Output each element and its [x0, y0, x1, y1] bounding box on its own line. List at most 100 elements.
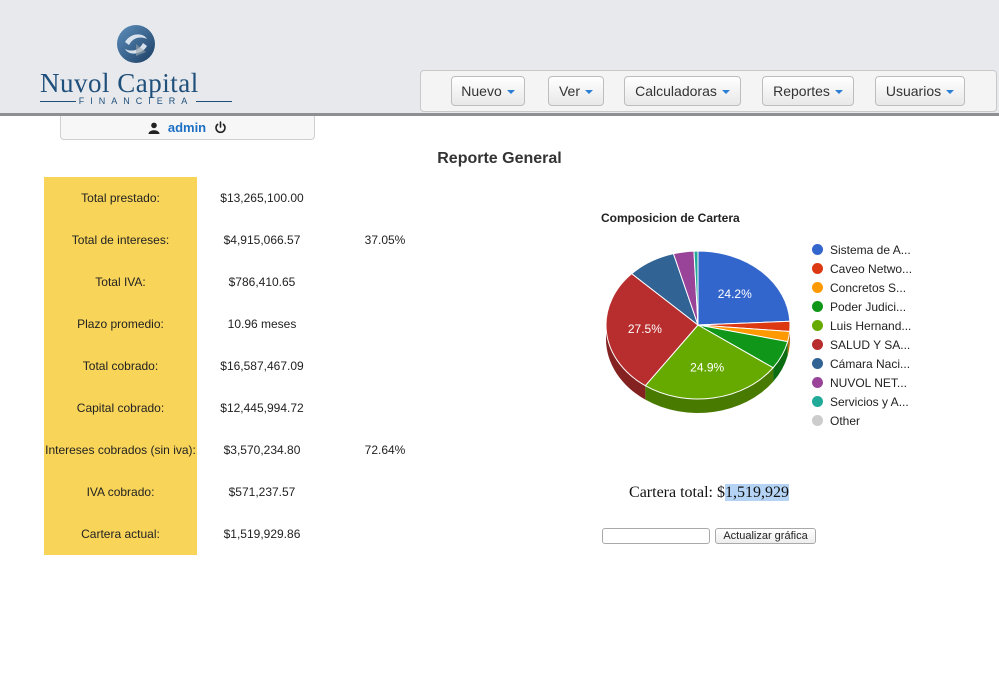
user-name-link[interactable]: admin [167, 120, 207, 135]
nav-calculadoras-button[interactable]: Calculadoras [624, 76, 741, 106]
legend-label: Luis Hernand... [830, 318, 912, 333]
legend-item[interactable]: Sistema de A... [812, 240, 992, 259]
stat-percent [345, 345, 425, 387]
user-box: admin [60, 116, 315, 140]
stat-label: Cartera actual: [81, 527, 160, 541]
stat-row-total-prestado: Total prestado: $13,265,100.00 [0, 177, 440, 219]
legend-swatch [812, 396, 823, 407]
stat-row-iva-cobrado: IVA cobrado: $571,237.57 [0, 471, 440, 513]
logo-mark-icon [117, 25, 155, 63]
stat-percent [345, 513, 425, 555]
stat-percent [345, 303, 425, 345]
stat-label: Total cobrado: [82, 359, 159, 373]
pie-slice[interactable] [697, 250, 791, 326]
caret-down-icon [585, 89, 593, 94]
legend-swatch [812, 301, 823, 312]
cartera-total: Cartera total: $1,519,929 [601, 484, 817, 502]
stat-row-total-cobrado: Total cobrado: $16,587,467.09 [0, 345, 440, 387]
stat-percent [345, 177, 425, 219]
stat-value: $12,445,994.72 [220, 401, 304, 415]
stat-label: Total de intereses: [71, 233, 170, 247]
pie-slice-label: 24.9% [690, 360, 724, 374]
pie-labels: 24.2% 24.9% 27.5% [628, 287, 752, 374]
legend-item[interactable]: Other [812, 411, 992, 430]
stat-percent [345, 387, 425, 429]
cartera-total-value: 1,519,929 [724, 484, 789, 501]
stat-value: $3,570,234.80 [223, 443, 301, 457]
legend-swatch [812, 282, 823, 293]
user-icon [148, 122, 160, 134]
stat-percent: 37.05% [364, 233, 406, 247]
nav-nuevo-label: Nuevo [461, 83, 502, 99]
stat-percent [345, 471, 425, 513]
nav-usuarios-button[interactable]: Usuarios [875, 76, 965, 106]
update-chart-input[interactable] [602, 528, 710, 544]
legend-label: Servicios y A... [830, 394, 909, 409]
brand-subtitle: FINANCIERA [78, 96, 194, 106]
legend-label: SALUD Y SA... [830, 337, 911, 352]
nav-reportes-label: Reportes [773, 83, 830, 99]
pie-slice-side [645, 367, 774, 413]
pie-slice-label: 24.2% [718, 287, 752, 301]
legend-label: Caveo Netwo... [830, 261, 913, 276]
pie-slice[interactable] [693, 250, 699, 326]
logo-divider-left [40, 101, 76, 102]
stat-value: $786,410.65 [228, 275, 296, 289]
stat-label: Capital cobrado: [76, 401, 165, 415]
stat-percent [345, 261, 425, 303]
legend-item[interactable]: Luis Hernand... [812, 316, 992, 335]
nav-ver-button[interactable]: Ver [548, 76, 604, 106]
legend-item[interactable]: Concretos S... [812, 278, 992, 297]
stat-percent: 72.64% [364, 443, 406, 457]
legend-swatch [812, 244, 823, 255]
nav-reportes-button[interactable]: Reportes [762, 76, 854, 106]
stat-label: IVA cobrado: [86, 485, 155, 499]
legend-label: Concretos S... [830, 280, 907, 295]
stat-label: Intereses cobrados (sin iva): [45, 443, 196, 457]
power-icon[interactable] [214, 121, 227, 134]
main-navbar: Nuevo Ver Calculadoras Reportes Usuarios [420, 70, 997, 112]
stat-value: $1,519,929.86 [223, 527, 301, 541]
cartera-total-label: Cartera total: $ [629, 484, 725, 501]
legend-item[interactable]: SALUD Y SA... [812, 335, 992, 354]
pie-slice[interactable] [605, 273, 699, 387]
page-title: Reporte General [437, 150, 562, 167]
caret-down-icon [506, 89, 515, 94]
stat-row-total-iva: Total IVA: $786,410.65 [0, 261, 440, 303]
stat-row-intereses-cobrados: Intereses cobrados (sin iva): $3,570,234… [0, 429, 440, 471]
nav-usuarios-label: Usuarios [885, 83, 942, 99]
nav-nuevo-button[interactable]: Nuevo [451, 76, 525, 106]
pie-slice[interactable] [644, 324, 774, 400]
header: Nuvol Capital FINANCIERA Nuevo Ver Calcu… [0, 0, 999, 116]
pie-slices [605, 250, 791, 400]
legend-swatch [812, 320, 823, 331]
pie-slice-label: 27.5% [628, 322, 662, 336]
caret-down-icon [834, 89, 843, 94]
legend-swatch [812, 263, 823, 274]
legend-swatch [812, 415, 823, 426]
legend-swatch [812, 358, 823, 369]
nav-calculadoras-label: Calculadoras [635, 83, 717, 99]
legend-item[interactable]: Poder Judici... [812, 297, 992, 316]
nav-ver-label: Ver [558, 83, 580, 99]
brand-logo[interactable]: Nuvol Capital FINANCIERA [40, 24, 240, 106]
update-chart-button[interactable]: Actualizar gráfica [715, 528, 816, 544]
stats-label-column [44, 177, 197, 555]
legend-label: Other [830, 413, 861, 428]
stat-value: $571,237.57 [228, 485, 296, 499]
legend-label: Cámara Naci... [830, 356, 911, 371]
pie-chart[interactable]: 24.2% 24.9% 27.5% [590, 240, 810, 440]
chart-legend: Sistema de A... Caveo Netwo... Concretos S… [812, 240, 992, 430]
stat-label: Plazo promedio: [77, 317, 164, 331]
stat-row-plazo-promedio: Plazo promedio: 10.96 meses [0, 303, 440, 345]
legend-item[interactable]: Caveo Netwo... [812, 259, 992, 278]
brand-name: Nuvol Capital [40, 68, 199, 98]
stat-value: $13,265,100.00 [220, 191, 304, 205]
stat-label: Total IVA: [95, 275, 146, 289]
pie-slice-side [606, 325, 646, 400]
legend-item[interactable]: NUVOL NET... [812, 373, 992, 392]
stat-row-cartera-actual: Cartera actual: $1,519,929.86 [0, 513, 440, 555]
stat-label: Total prestado: [81, 191, 160, 205]
legend-item[interactable]: Cámara Naci... [812, 354, 992, 373]
legend-item[interactable]: Servicios y A... [812, 392, 992, 411]
